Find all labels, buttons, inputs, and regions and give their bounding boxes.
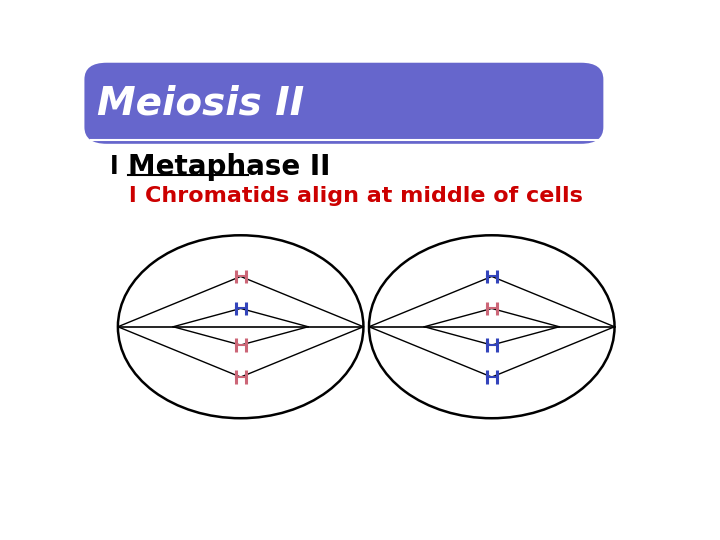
Text: l: l bbox=[109, 154, 118, 179]
Text: Metaphase II: Metaphase II bbox=[128, 153, 330, 181]
Text: Chromatids align at middle of cells: Chromatids align at middle of cells bbox=[145, 186, 582, 206]
Text: Meiosis II: Meiosis II bbox=[96, 84, 304, 122]
FancyBboxPatch shape bbox=[84, 63, 603, 144]
Text: l: l bbox=[128, 186, 135, 206]
